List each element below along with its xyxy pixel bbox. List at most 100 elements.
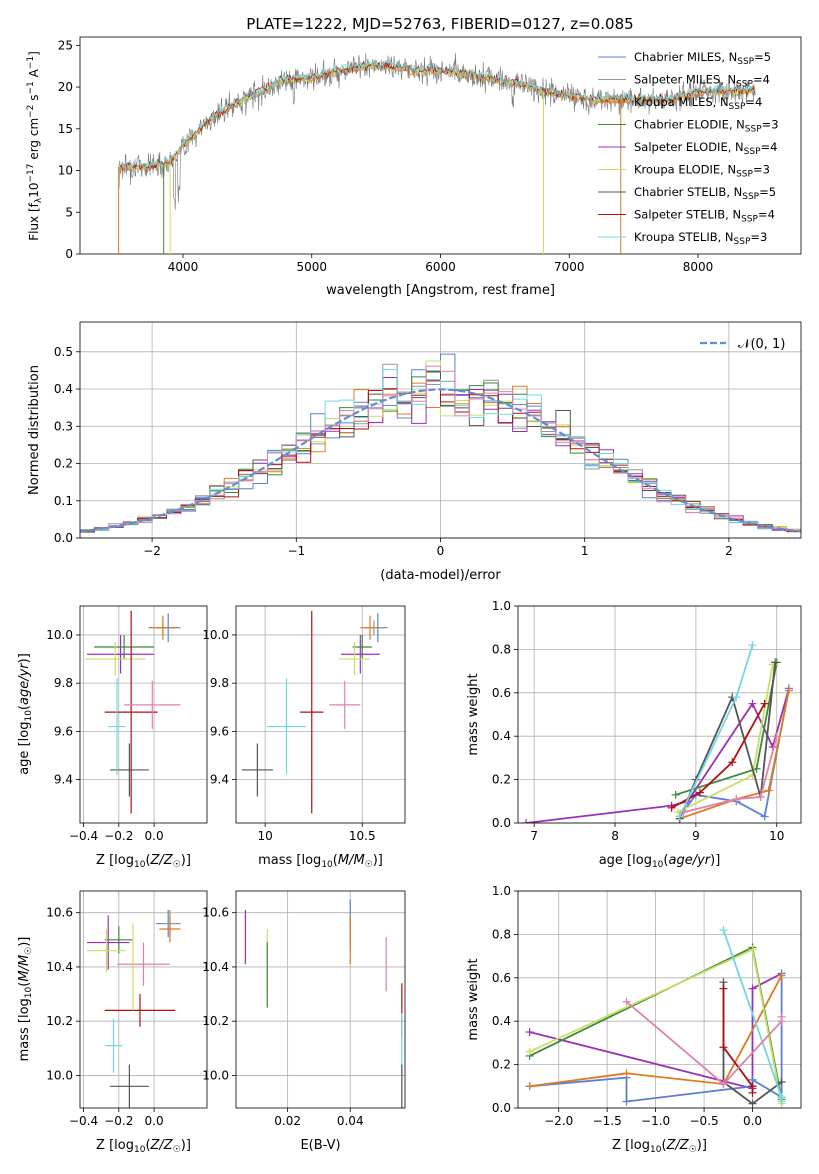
y-tick-label: 9.4	[54, 773, 73, 787]
weight-marker	[525, 1082, 534, 1091]
x-tick-label: 0.04	[337, 1114, 364, 1128]
weight-marker	[719, 1080, 728, 1089]
weight-marker	[695, 788, 704, 797]
x-tick-label: 5000	[296, 260, 327, 274]
x-tick-label: 0.0	[145, 1114, 164, 1128]
plot-area	[85, 610, 181, 814]
x-axis-label: age [log10(age/yr)]	[599, 853, 721, 870]
x-tick-label: 10.5	[349, 829, 376, 843]
axes-frame	[235, 605, 406, 824]
weight-line	[671, 703, 766, 809]
x-tick-label: 0	[437, 544, 445, 558]
weight-marker	[671, 790, 680, 799]
y-tick-label: 0.2	[492, 1058, 511, 1072]
legend-label: Chabrier STELIB, NSSP=5	[634, 185, 776, 202]
errorbar-point	[87, 915, 130, 970]
weight-marker	[764, 786, 773, 795]
weight-marker	[522, 819, 531, 823]
y-tick-label: 0.1	[54, 494, 73, 508]
x-axis-label: E(B-V)	[300, 1138, 340, 1153]
legend-label: Salpeter STELIB, NSSP=4	[634, 208, 775, 225]
y-tick-label: 0.6	[492, 686, 511, 700]
x-tick-label: 2	[725, 544, 733, 558]
axes-frame	[79, 605, 208, 824]
errorbar-point	[85, 642, 146, 676]
y-tick-label: 0.0	[492, 1101, 511, 1115]
y-tick-label: 0.4	[492, 729, 511, 743]
weight-marker	[622, 1097, 631, 1106]
spectrum-model-line	[118, 60, 756, 171]
weight-marker	[525, 1047, 534, 1056]
x-tick-label: 1	[581, 544, 589, 558]
x-tick-label: −0.4	[69, 829, 98, 843]
errorbar-point	[87, 634, 155, 674]
weight-marker	[679, 808, 688, 817]
x-axis-label: Z [log10(Z/Z☉)]	[612, 1138, 707, 1155]
y-axis-label: mass weight	[466, 673, 481, 755]
panel-weight_vs_age: 7 8 9 10 0.0 0.2 0.4 0.6 0.8 1.0 mass weight age [l…	[466, 599, 802, 870]
axes-frame	[235, 890, 406, 1109]
axes-frame	[517, 605, 802, 824]
weight-marker	[525, 1028, 534, 1037]
errorbar-point	[104, 610, 158, 814]
panel-mass_vs_Z: −0.4 −0.2 0.0 10.0 10.2 10.4 10.6 Z [log10(Z/Z☉…	[17, 890, 208, 1155]
x-tick-label: −0.2	[104, 1114, 133, 1128]
y-axis-label: Normed distribution	[27, 365, 42, 495]
panel-spectrum: 4000 5000 6000 7000 8000 0 5 10 15 20 25 wavelength…	[26, 36, 802, 298]
weight-marker	[777, 1097, 786, 1106]
x-tick-label: −1.5	[593, 1114, 622, 1128]
axes-frame	[517, 890, 802, 1109]
axes-frame	[79, 890, 208, 1109]
histogram-series	[80, 365, 801, 538]
weight-marker	[675, 812, 684, 821]
weight-marker	[784, 686, 793, 695]
y-axis-label: mass [log10(M/M☉)]	[17, 937, 34, 1062]
y-tick-label: 0.3	[54, 419, 73, 433]
errorbar-point	[360, 615, 380, 640]
legend-label: Kroupa ELODIE, NSSP=3	[634, 163, 770, 180]
plot-area	[244, 899, 403, 1108]
x-tick-label: 9	[692, 829, 700, 843]
weight-marker	[719, 1043, 728, 1052]
x-tick-label: 10	[769, 829, 784, 843]
weight-marker	[772, 732, 781, 741]
x-tick-label: −0.4	[69, 1114, 98, 1128]
weight-marker	[748, 945, 757, 954]
y-tick-label: 0.8	[492, 642, 511, 656]
weight-marker	[748, 1099, 757, 1108]
y-tick-label: 10.4	[46, 960, 73, 974]
errorbar-point	[340, 634, 380, 674]
errorbar-point	[159, 915, 181, 943]
x-axis-label: Z [log10(Z/Z☉)]	[96, 853, 191, 870]
x-tick-label: −1.0	[641, 1114, 670, 1128]
y-tick-label: 10.0	[46, 1068, 73, 1082]
y-tick-label: 0.8	[492, 927, 511, 941]
plot-area	[522, 641, 793, 823]
y-tick-label: 5	[65, 205, 73, 219]
plot-area	[80, 353, 801, 538]
x-tick-label: 0.0	[743, 1114, 762, 1128]
histogram-series	[80, 369, 801, 538]
y-tick-label: 10.0	[202, 1068, 229, 1082]
weight-line	[679, 690, 790, 820]
legend-label: Kroupa STELIB, NSSP=3	[634, 230, 767, 247]
y-tick-label: 0.2	[492, 773, 511, 787]
y-tick-label: 1.0	[492, 599, 511, 613]
panel-age_vs_Z: −0.4 −0.2 0.0 9.4 9.6 9.8 10.0 Z [log10(Z/Z☉)] a…	[17, 605, 208, 870]
legend-label: Salpeter MILES, NSSP=4	[634, 73, 770, 90]
y-tick-label: 0.5	[54, 345, 73, 359]
figure-title: PLATE=1222, MJD=52763, FIBERID=0127, z=0…	[246, 15, 633, 33]
x-tick-label: 6000	[425, 260, 456, 274]
y-tick-label: 0.2	[54, 457, 73, 471]
plot-area	[87, 909, 181, 1108]
panel-residuals: −2 −1 0 1 2 0.0 0.1 0.2 0.3 0.4 0.5 (data-model)/er…	[27, 321, 802, 583]
weight-line	[525, 688, 790, 823]
y-tick-label: 0.0	[54, 531, 73, 545]
legend-label: Chabrier ELODIE, NSSP=3	[634, 118, 779, 135]
y-axis-label: age [log10(age/yr)]	[17, 653, 34, 775]
weight-marker	[719, 926, 728, 935]
spectrum-model-line	[118, 59, 756, 170]
panel-age_vs_mass: 10 10.5 9.4 9.6 9.8 10.0 mass [log10(M/M☉)]	[202, 605, 406, 870]
y-tick-label: 10.6	[202, 906, 229, 920]
y-tick-label: 10.4	[202, 960, 229, 974]
